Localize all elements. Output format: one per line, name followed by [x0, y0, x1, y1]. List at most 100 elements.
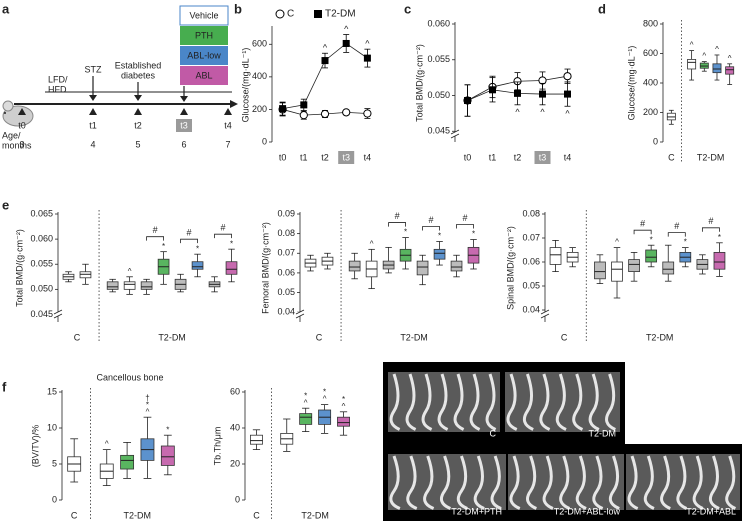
box	[725, 66, 735, 75]
study-design: a Vehicle PTH ABL-low ABL LFD/ HFD STZ E…	[2, 1, 238, 150]
box	[160, 445, 175, 466]
bone-image: T2-DM+ABL-low	[508, 454, 624, 516]
box	[628, 259, 640, 273]
box	[337, 416, 350, 427]
x-tick-label: t4	[364, 152, 372, 162]
event-label: Established	[115, 60, 162, 70]
arrow-head	[89, 95, 97, 101]
y-tick-label: 0.07	[277, 248, 295, 258]
annotation: ^	[365, 39, 370, 49]
point	[299, 111, 308, 120]
bracket	[633, 229, 652, 235]
panel-letter: d	[598, 1, 606, 16]
trabecula	[588, 373, 600, 431]
age-value: 4	[90, 139, 95, 149]
box	[450, 260, 463, 272]
bracket-label: #	[640, 219, 645, 229]
y-axis-label: Total BMD/(g·cm⁻²)	[14, 229, 24, 307]
point	[321, 57, 329, 65]
timepoint-marker	[180, 108, 188, 115]
annotation: *	[323, 388, 326, 397]
annotation: *	[146, 400, 149, 409]
y-tick-label: 0.05	[277, 287, 295, 297]
annotation: ^	[304, 398, 308, 407]
group-label: T2-DM	[301, 510, 329, 520]
axis-break-gap	[54, 312, 62, 316]
x-tick-label: t3	[539, 152, 547, 162]
trabecula	[439, 455, 452, 510]
group-label: C	[561, 332, 568, 342]
box	[713, 251, 726, 270]
y-tick-label: 600	[252, 39, 267, 49]
arrow-head	[230, 100, 238, 108]
bracket	[180, 238, 198, 244]
box	[687, 59, 697, 70]
box	[712, 63, 722, 74]
bracket	[146, 236, 164, 241]
annotation: ^	[146, 407, 150, 416]
timepoint-marker	[224, 108, 232, 115]
image-label: C	[490, 428, 497, 438]
annotation: *	[472, 230, 475, 239]
y-tick-label: 0.08	[277, 228, 295, 238]
timepoint-label: t2	[134, 120, 142, 130]
trabecula	[421, 373, 433, 431]
y-tick-label: 0.04	[277, 307, 295, 317]
annotation: ^	[515, 107, 520, 117]
y-axis-label: Tb.Th/μm	[212, 427, 222, 466]
trabecula	[423, 455, 435, 510]
group-label: C	[71, 510, 78, 520]
axis-break	[540, 313, 550, 319]
trabecula	[456, 455, 468, 510]
y-tick-label: 0.06	[277, 267, 295, 277]
trabecula	[485, 373, 497, 431]
image-label: T2-DM+PTH	[451, 506, 502, 516]
annotation: *	[438, 232, 441, 241]
box	[549, 247, 562, 265]
mouse-icon	[2, 100, 34, 127]
point	[563, 72, 572, 81]
trabecula	[469, 373, 481, 431]
annotation: *	[196, 244, 199, 253]
x-tick-label: t0	[279, 152, 287, 162]
image-label: T2-DM+ABL-low	[554, 506, 621, 516]
legend-box	[180, 46, 228, 65]
event-label: diabetes	[121, 70, 156, 80]
axis-break	[53, 313, 63, 319]
trabecula	[437, 373, 449, 431]
y-axis-label: Total BMD/(g·cm⁻²)	[414, 44, 424, 122]
y-tick-label: 0.050	[427, 90, 450, 100]
box	[645, 249, 658, 263]
timepoint-label: t1	[89, 120, 97, 130]
panel-letter: b	[234, 1, 242, 16]
trabecula	[555, 373, 567, 431]
bracket-label: #	[674, 221, 679, 231]
x-tick-label: t4	[564, 152, 572, 162]
point	[279, 105, 287, 113]
trabecula	[389, 455, 401, 510]
legend-marker	[275, 9, 285, 19]
axis-break	[295, 309, 305, 315]
bracket-label: #	[708, 216, 713, 226]
trabecula	[559, 455, 571, 510]
y-axis-label: Glucose/(mg·dL⁻¹)	[626, 46, 636, 121]
age-label: months	[2, 140, 32, 150]
annotation: ^	[540, 107, 545, 117]
y-axis-label: Femoral BMD/(g·cm⁻²)	[260, 222, 270, 314]
y-tick-label: 15	[47, 386, 57, 396]
micro-ct-images: C T2-DM T2-DM+PTH T2-DM+ABL-low T2-DM+ABL	[383, 362, 742, 521]
trabecula	[406, 455, 418, 510]
annotation: *	[162, 242, 165, 251]
point	[300, 101, 308, 109]
trabecula	[605, 373, 616, 431]
point	[363, 109, 372, 118]
x-tick-label: t0	[464, 152, 472, 162]
timepoint-label: t3	[180, 120, 188, 130]
x-tick-label: t1	[489, 152, 497, 162]
bracket-label: #	[153, 225, 158, 235]
box	[594, 261, 606, 280]
legend-marker	[314, 10, 322, 18]
axis-break	[295, 313, 305, 319]
group-label: C	[668, 152, 675, 162]
y-tick-label: 0	[235, 494, 240, 504]
